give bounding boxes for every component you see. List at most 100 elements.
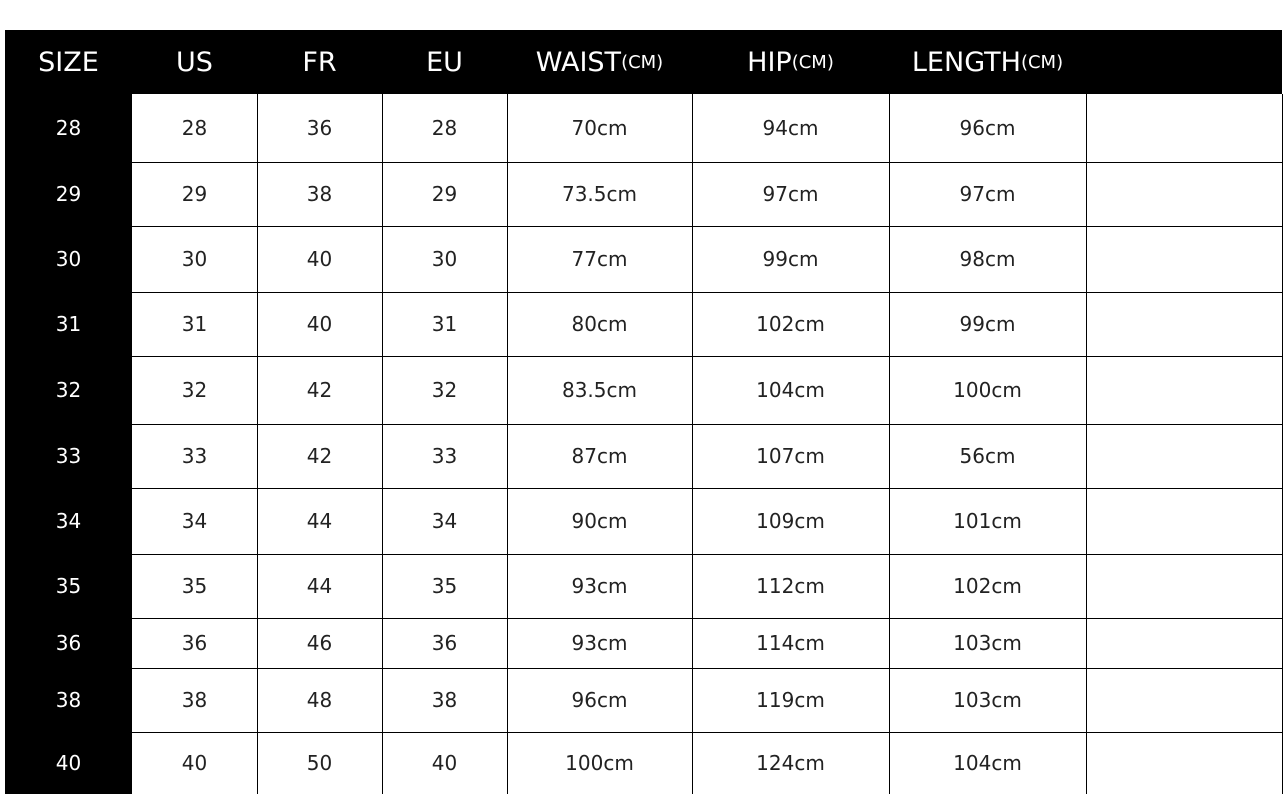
size-cell: 29 xyxy=(55,182,82,206)
table-cell: 34 xyxy=(181,509,208,533)
column-line xyxy=(507,94,508,794)
header-text: EU xyxy=(426,46,463,78)
table-cell: 101cm xyxy=(953,509,1022,533)
table-cell: 94cm xyxy=(762,116,819,140)
header-cell: HIP (CM) xyxy=(692,30,889,94)
header-unit: (CM) xyxy=(621,51,664,73)
table-cell: 97cm xyxy=(959,182,1016,206)
size-cell: 40 xyxy=(55,751,82,775)
table-cell: 73.5cm xyxy=(561,182,637,206)
table-cell: 96cm xyxy=(959,116,1016,140)
header-text: HIP xyxy=(747,46,792,78)
row-line xyxy=(132,424,1282,425)
size-cell: 32 xyxy=(55,378,82,402)
size-cell: 36 xyxy=(55,631,82,655)
table-cell: 97cm xyxy=(762,182,819,206)
header-cell: WAIST (CM) xyxy=(507,30,692,94)
header-cell: LENGTH (CM) xyxy=(889,30,1086,94)
table-cell: 93cm xyxy=(571,574,628,598)
table-cell: 109cm xyxy=(756,509,825,533)
table-cell: 38 xyxy=(306,182,333,206)
table-cell: 40 xyxy=(306,312,333,336)
table-cell: 98cm xyxy=(959,247,1016,271)
table-cell: 36 xyxy=(431,631,458,655)
table-cell: 93cm xyxy=(571,631,628,655)
table-cell: 44 xyxy=(306,574,333,598)
header-text: WAIST xyxy=(535,46,622,78)
table-cell: 38 xyxy=(431,688,458,712)
table-cell: 32 xyxy=(181,378,208,402)
size-cell: 30 xyxy=(55,247,82,271)
header-band xyxy=(5,30,1282,94)
size-column xyxy=(5,94,132,794)
table-cell: 112cm xyxy=(756,574,825,598)
header-text: SIZE xyxy=(38,46,99,78)
row-line xyxy=(132,488,1282,489)
table-cell: 35 xyxy=(181,574,208,598)
table-cell: 33 xyxy=(431,444,458,468)
table-cell: 32 xyxy=(431,378,458,402)
table-cell: 44 xyxy=(306,509,333,533)
row-line xyxy=(132,292,1282,293)
table-cell: 102cm xyxy=(756,312,825,336)
header-cell: EU xyxy=(382,30,507,94)
column-line xyxy=(692,94,693,794)
table-cell: 48 xyxy=(306,688,333,712)
row-line xyxy=(132,356,1282,357)
header-cell: SIZE xyxy=(5,30,132,94)
table-cell: 77cm xyxy=(571,247,628,271)
table-cell: 87cm xyxy=(571,444,628,468)
table-cell: 99cm xyxy=(762,247,819,271)
row-line xyxy=(132,226,1282,227)
table-cell: 124cm xyxy=(756,751,825,775)
header-text: US xyxy=(176,46,213,78)
row-line xyxy=(132,554,1282,555)
size-cell: 31 xyxy=(55,312,82,336)
table-cell: 42 xyxy=(306,378,333,402)
table-cell: 104cm xyxy=(953,751,1022,775)
row-line xyxy=(132,618,1282,619)
column-line xyxy=(382,94,383,794)
table-cell: 40 xyxy=(306,247,333,271)
table-cell: 34 xyxy=(431,509,458,533)
header-cell: FR xyxy=(257,30,382,94)
column-line xyxy=(1086,94,1087,794)
header-text: LENGTH xyxy=(911,46,1021,78)
table-cell: 29 xyxy=(181,182,208,206)
table-cell: 38 xyxy=(181,688,208,712)
table-cell: 28 xyxy=(181,116,208,140)
table-cell: 35 xyxy=(431,574,458,598)
table-cell: 114cm xyxy=(756,631,825,655)
table-cell: 31 xyxy=(431,312,458,336)
header-cell: US xyxy=(132,30,257,94)
table-cell: 40 xyxy=(181,751,208,775)
table-cell: 36 xyxy=(181,631,208,655)
size-cell: 34 xyxy=(55,509,82,533)
table-cell: 56cm xyxy=(959,444,1016,468)
table-cell: 70cm xyxy=(571,116,628,140)
size-cell: 35 xyxy=(55,574,82,598)
table-cell: 80cm xyxy=(571,312,628,336)
row-line xyxy=(132,732,1282,733)
table-cell: 119cm xyxy=(756,688,825,712)
table-cell: 96cm xyxy=(571,688,628,712)
table-cell: 30 xyxy=(431,247,458,271)
column-line xyxy=(257,94,258,794)
table-cell: 33 xyxy=(181,444,208,468)
table-cell: 50 xyxy=(306,751,333,775)
table-cell: 46 xyxy=(306,631,333,655)
table-cell: 103cm xyxy=(953,631,1022,655)
header-unit: (CM) xyxy=(1020,51,1064,73)
table-cell: 100cm xyxy=(953,378,1022,402)
table-cell: 102cm xyxy=(953,574,1022,598)
table-cell: 29 xyxy=(431,182,458,206)
header-text: FR xyxy=(302,46,337,78)
size-cell: 28 xyxy=(55,116,82,140)
table-cell: 104cm xyxy=(756,378,825,402)
size-cell: 38 xyxy=(55,688,82,712)
size-cell: 33 xyxy=(55,444,82,468)
column-line xyxy=(1282,94,1283,794)
table-cell: 100cm xyxy=(565,751,634,775)
